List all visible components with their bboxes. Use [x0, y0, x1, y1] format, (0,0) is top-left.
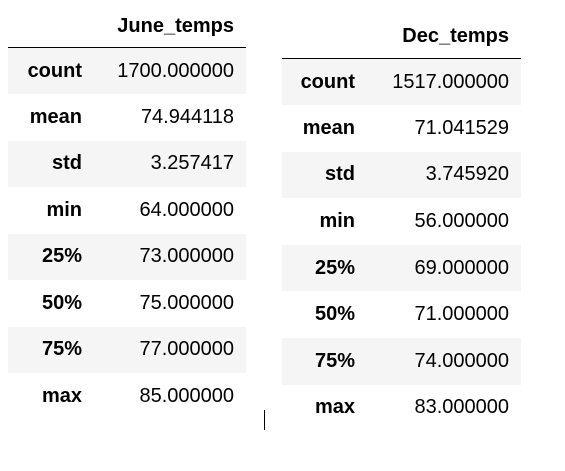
header-row: Dec_temps: [282, 15, 521, 59]
table-row: 25% 69.000000: [282, 244, 521, 292]
text-cursor: [264, 410, 265, 430]
june-temps-table: June_temps count 1700.000000 mean 74.944…: [8, 6, 246, 420]
row-label: max: [41, 384, 82, 407]
cell-value: 71.000000: [414, 303, 509, 326]
table-row: mean 74.944118: [8, 94, 246, 141]
row-label: mean: [302, 116, 355, 139]
index-header: [8, 6, 84, 48]
table-row: min 56.000000: [282, 198, 521, 245]
cell-value: 77.000000: [139, 338, 234, 361]
table-row: 50% 75.000000: [8, 280, 246, 327]
row-label: 50%: [41, 291, 82, 314]
cell-value: 83.000000: [414, 396, 509, 419]
row-label: 75%: [314, 349, 355, 372]
cell-value: 85.000000: [139, 384, 234, 407]
row-label: 75%: [41, 338, 82, 361]
row-label: std: [52, 152, 82, 175]
row-label: count: [27, 59, 82, 82]
cell-value: 73.000000: [139, 245, 234, 268]
row-label: 25%: [314, 256, 355, 279]
row-label: min: [319, 210, 355, 233]
table-row: count 1517.000000: [282, 58, 521, 106]
table-row: mean 71.041529: [282, 105, 521, 152]
table-row: max 83.000000: [282, 385, 521, 432]
cell-value: 69.000000: [414, 256, 509, 279]
table-row: 50% 71.000000: [282, 291, 521, 338]
header-row: June_temps: [8, 6, 246, 48]
row-label: 25%: [41, 245, 82, 268]
row-label: max: [314, 396, 355, 419]
cell-value: 74.944118: [140, 105, 234, 128]
table-row: count 1700.000000: [8, 47, 246, 94]
table-row: 25% 73.000000: [8, 233, 246, 280]
cell-value: 3.257417: [150, 152, 234, 175]
cell-value: 71.041529: [414, 116, 509, 139]
row-label: mean: [29, 105, 82, 128]
row-label: min: [46, 198, 82, 221]
column-header: Dec_temps: [357, 15, 521, 59]
row-label: count: [300, 70, 355, 93]
cell-value: 56.000000: [414, 210, 509, 233]
row-label: std: [325, 163, 355, 186]
cell-value: 75.000000: [139, 291, 234, 314]
cell-value: 3.745920: [425, 163, 509, 186]
table-row: std 3.257417: [8, 140, 246, 187]
dec-temps-table: Dec_temps count 1517.000000 mean 71.0415…: [282, 15, 521, 431]
table-row: std 3.745920: [282, 151, 521, 199]
table-row: 75% 74.000000: [282, 338, 521, 385]
table-row: 75% 77.000000: [8, 326, 246, 373]
column-header: June_temps: [84, 6, 246, 48]
cell-value: 1517.000000: [392, 70, 509, 93]
table-row: min 64.000000: [8, 187, 246, 234]
table-row: max 85.000000: [8, 373, 246, 420]
index-header: [282, 15, 357, 59]
cell-value: 74.000000: [414, 349, 509, 372]
cell-value: 1700.000000: [117, 59, 234, 82]
cell-value: 64.000000: [139, 198, 234, 221]
row-label: 50%: [314, 303, 355, 326]
